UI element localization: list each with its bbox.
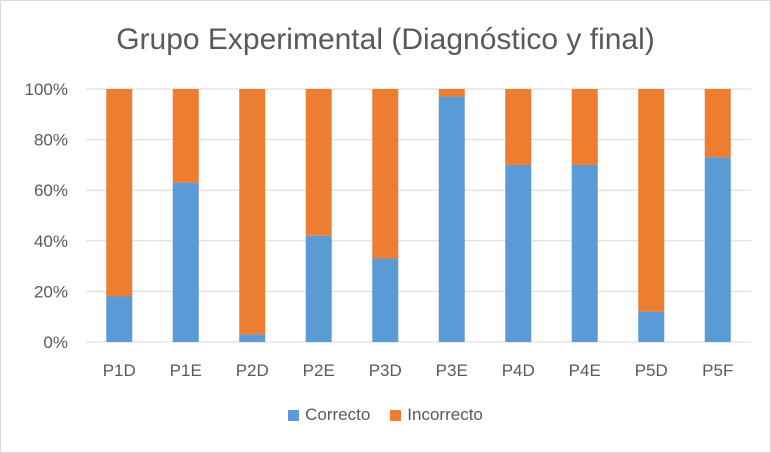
x-tick-label: P5D [635,361,668,380]
bar-correcto-p4e [571,164,598,342]
x-tick-label: P5F [702,361,733,380]
bar-incorrecto-p4d [505,89,532,165]
bar-correcto-p2e [305,235,332,342]
bar-incorrecto-p1e [172,89,199,183]
y-tick-label: 80% [34,131,68,150]
x-tick-label: P1E [170,361,202,380]
bar-incorrecto-p5f [704,89,731,158]
bar-correcto-p1e [172,182,199,342]
x-tick-label: P1D [103,361,136,380]
bar-incorrecto-p2d [239,89,266,335]
bar-incorrecto-p1d [106,89,133,297]
legend-item-correcto: Correcto [288,405,370,425]
legend: Correcto Incorrecto [1,405,770,425]
x-tick-label: P3D [369,361,402,380]
bar-correcto-p1d [106,296,133,342]
y-tick-label: 100% [25,80,68,99]
x-tick-label: P4E [569,361,601,380]
bar-incorrecto-p5d [638,89,665,312]
bar-correcto-p5f [704,157,731,342]
bar-correcto-p3d [372,258,399,342]
y-tick-label: 20% [34,282,68,301]
bar-correcto-p5d [638,311,665,342]
bar-incorrecto-p2e [305,89,332,236]
x-tick-label: P2D [236,361,269,380]
legend-label-correcto: Correcto [305,405,371,424]
bar-incorrecto-p3d [372,89,399,259]
y-tick-label: 60% [34,181,68,200]
bar-incorrecto-p3e [438,89,465,97]
y-tick-label: 40% [34,232,68,251]
y-tick-label: 0% [43,333,68,352]
bar-correcto-p4d [505,164,532,342]
bar-correcto-p3e [438,96,465,342]
x-tick-label: P2E [303,361,335,380]
legend-swatch-incorrecto [390,409,402,421]
x-tick-label: P4D [502,361,535,380]
bar-correcto-p2d [239,334,266,342]
chart-title: Grupo Experimental (Diagnóstico y final) [116,23,655,56]
legend-item-incorrecto: Incorrecto [390,405,483,425]
bar-incorrecto-p4e [571,89,598,165]
legend-swatch-correcto [288,409,300,421]
legend-label-incorrecto: Incorrecto [407,405,483,424]
x-tick-label: P3E [436,361,468,380]
